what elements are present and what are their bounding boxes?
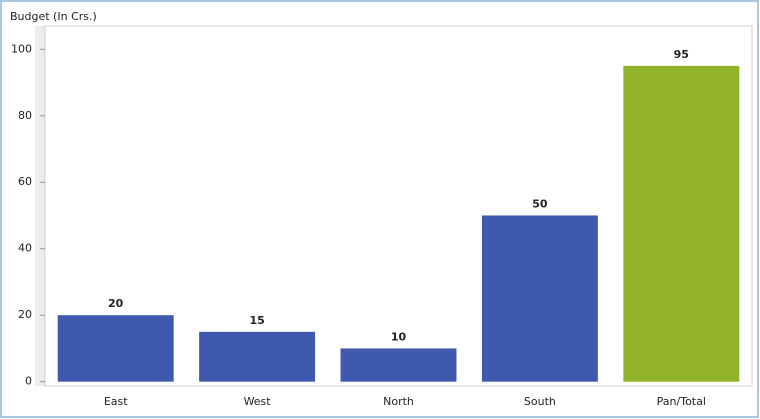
value-label: 20 bbox=[108, 297, 124, 310]
bar bbox=[340, 348, 457, 382]
value-label: 50 bbox=[532, 197, 548, 210]
bar bbox=[481, 215, 598, 382]
x-tick-label: West bbox=[244, 395, 272, 408]
value-label: 15 bbox=[249, 314, 264, 327]
bar bbox=[199, 331, 316, 382]
y-tick-label: 60 bbox=[18, 175, 32, 188]
value-label: 95 bbox=[674, 48, 689, 61]
x-tick-label: East bbox=[104, 395, 128, 408]
bar bbox=[623, 65, 740, 382]
y-tick-label: 0 bbox=[25, 375, 32, 388]
y-tick-label: 20 bbox=[18, 308, 32, 321]
x-tick-label: Pan/Total bbox=[657, 395, 706, 408]
chart-title: Budget (In Crs.) bbox=[10, 10, 97, 23]
axis-gutter bbox=[35, 26, 45, 386]
value-label: 10 bbox=[391, 330, 407, 343]
y-tick-label: 80 bbox=[18, 109, 32, 122]
y-tick-label: 40 bbox=[18, 242, 32, 255]
y-tick-label: 100 bbox=[11, 42, 32, 55]
x-tick-label: South bbox=[524, 395, 556, 408]
bar bbox=[57, 315, 174, 382]
x-tick-label: North bbox=[383, 395, 414, 408]
